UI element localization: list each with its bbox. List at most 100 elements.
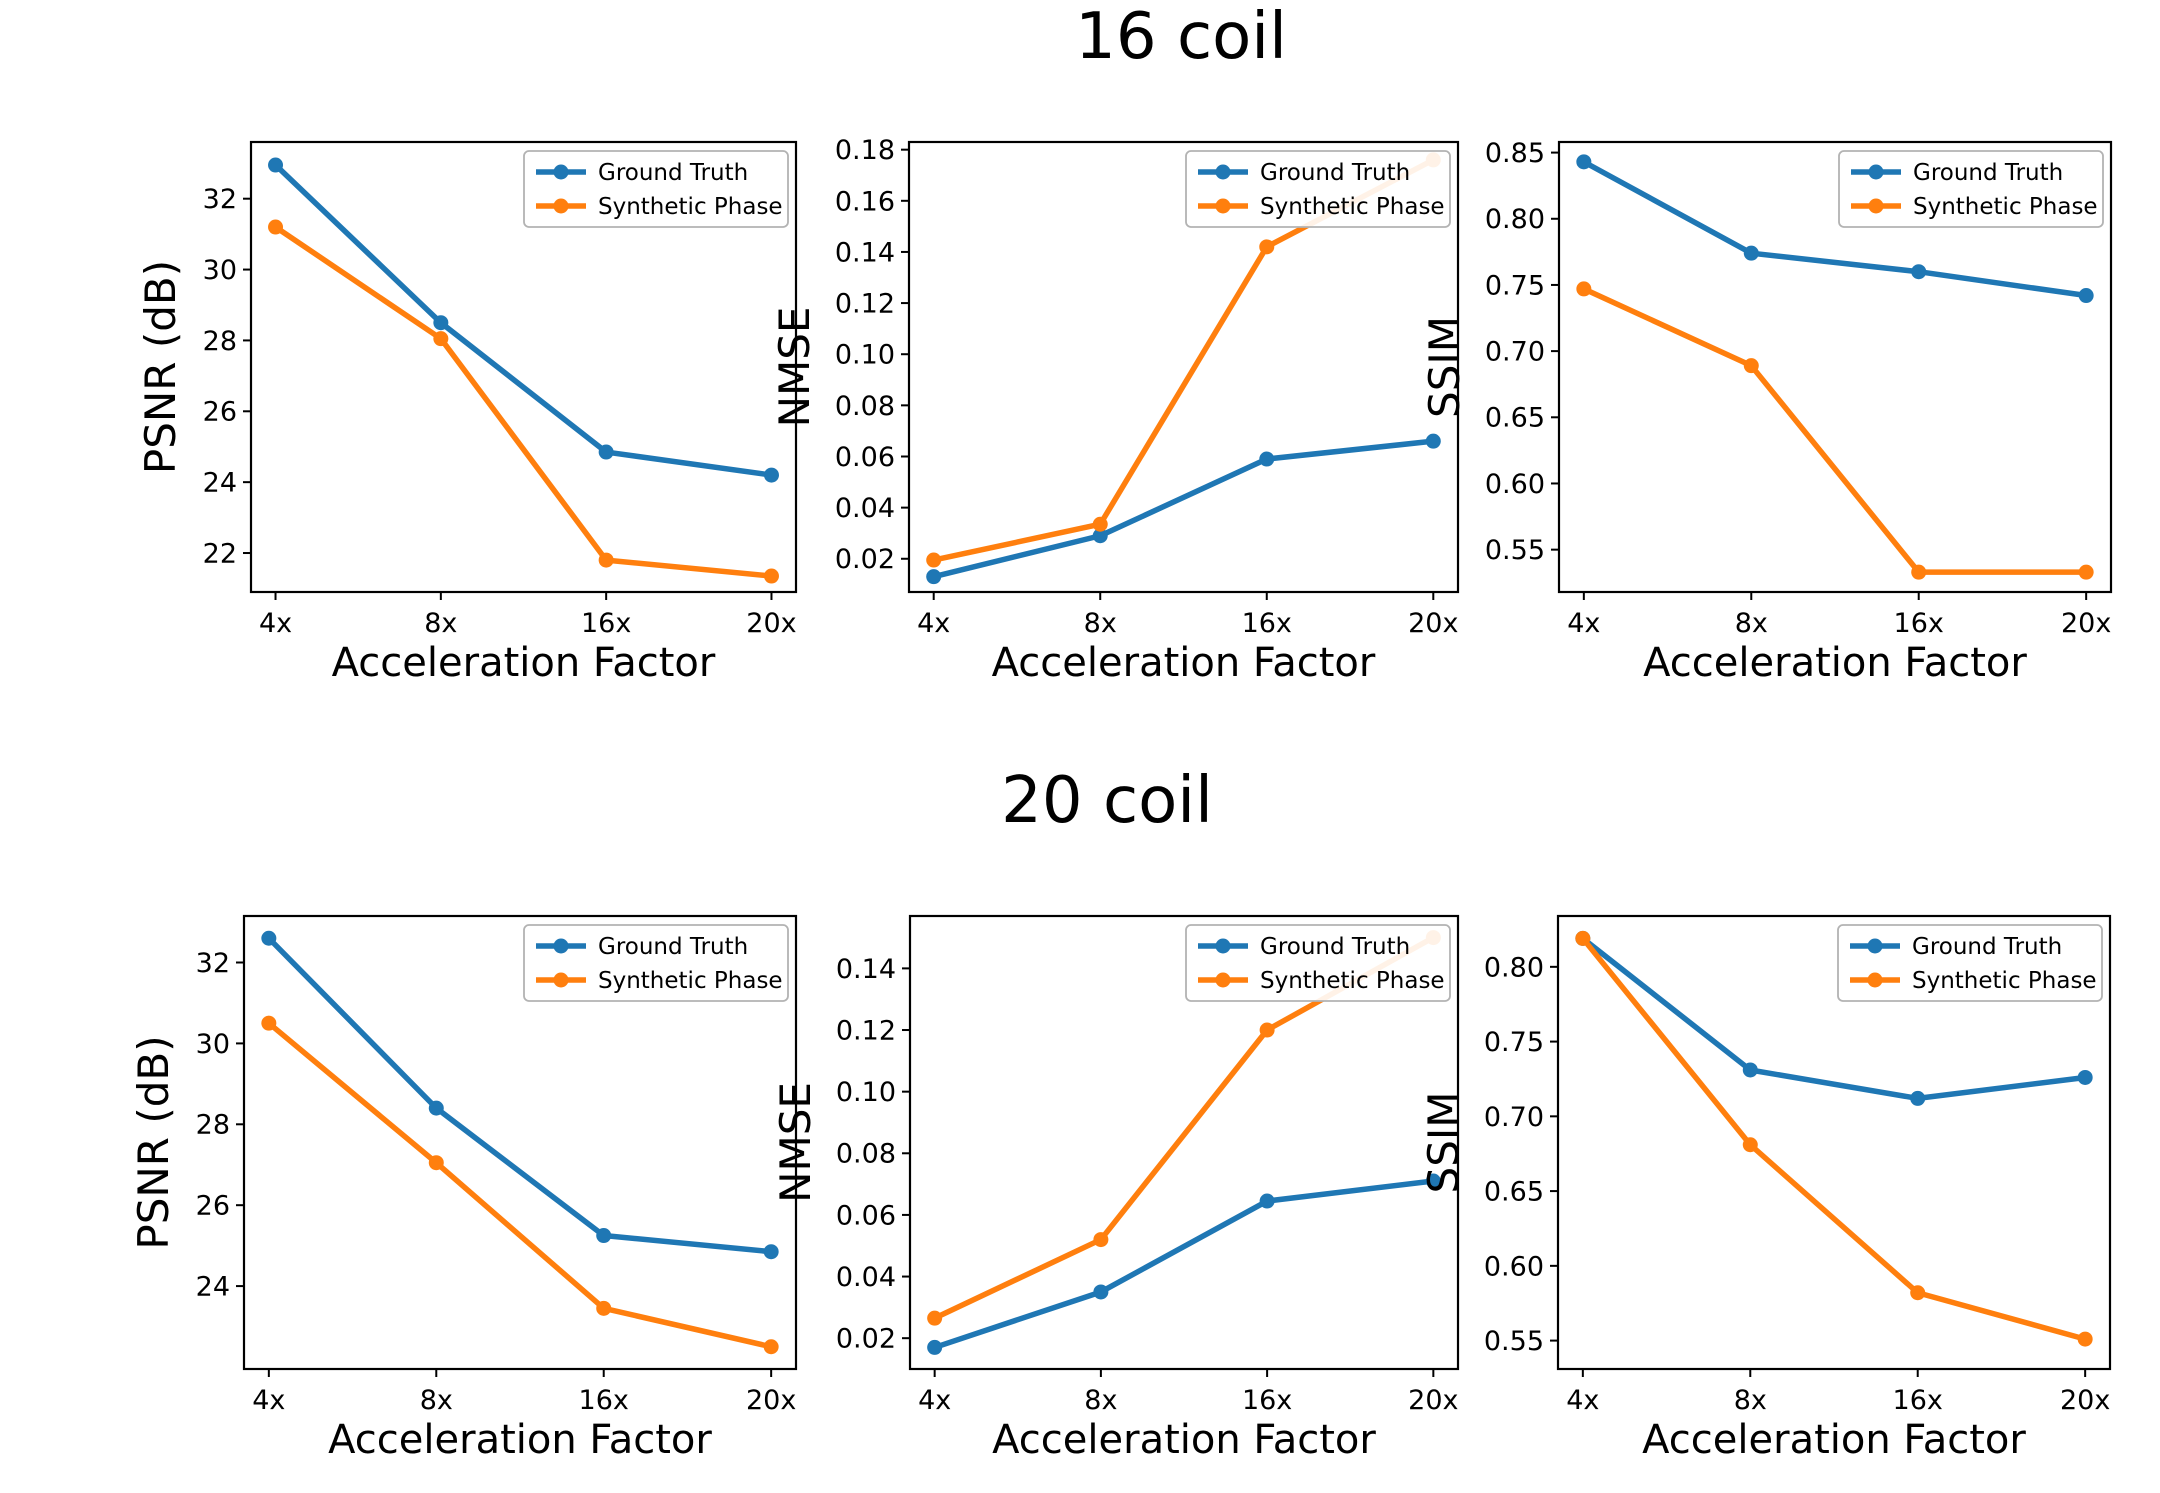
data-point <box>1259 451 1275 467</box>
chart-psnr-20coil: 24 26 28 30 32 4x 8x 16x 20x PSNR (dB) Acceleratio… <box>104 906 810 1493</box>
x-tick-label: 20x <box>2060 1385 2110 1416</box>
legend-label: Ground Truth <box>598 160 748 186</box>
y-tick-label: 0.70 <box>1485 337 1545 368</box>
plot-frame <box>1556 914 2112 1371</box>
x-tick-label: 20x <box>2061 608 2111 639</box>
x-tick-label: 4x <box>918 1385 951 1416</box>
y-axis-psnr-20coil: 24 26 28 30 32 <box>196 948 244 1303</box>
legend: Ground Truth Synthetic Phase <box>523 924 789 1002</box>
x-axis-label: Acceleration Factor <box>992 1417 1376 1463</box>
plot-frame <box>908 914 1460 1371</box>
y-tick-label: 24 <box>196 1272 230 1303</box>
series-ground-truth <box>261 930 779 1260</box>
x-axis-psnr-16coil: 4x 8x 16x 20x <box>259 592 797 639</box>
y-tick-label: 0.70 <box>1484 1102 1544 1133</box>
data-point <box>1425 433 1441 449</box>
data-point <box>1911 264 1927 280</box>
y-tick-label: 0.12 <box>835 289 895 320</box>
y-tick-label: 0.55 <box>1485 535 1545 566</box>
y-axis-ssim-20coil: 0.55 0.60 0.65 0.70 0.75 0.80 <box>1484 952 1558 1357</box>
y-tick-label: 0.80 <box>1485 204 1545 235</box>
y-tick-label: 0.10 <box>836 1077 896 1108</box>
series-ground-truth <box>927 1173 1441 1355</box>
x-axis-nmse-20coil: 4x 8x 16x 20x <box>918 1369 1459 1416</box>
legend-label: Synthetic Phase <box>1913 194 2098 220</box>
x-tick-label: 16x <box>1894 608 1944 639</box>
y-axis-nmse-20coil: 0.02 0.04 0.06 0.08 0.10 0.12 0.14 <box>836 954 910 1355</box>
plot-frame <box>249 140 798 594</box>
y-tick-label: 22 <box>203 538 237 569</box>
x-tick-label: 16x <box>581 608 631 639</box>
y-tick-label: 26 <box>203 397 237 428</box>
legend: Ground Truth Synthetic Phase <box>1837 924 2103 1002</box>
data-point <box>598 444 614 460</box>
data-point <box>1575 930 1591 946</box>
chart-psnr-16coil: 22 24 26 28 30 32 4x 8x 16x 20x PSNR (dB) Accelerat… <box>111 132 810 716</box>
series-synthetic-phase <box>261 1015 779 1355</box>
data-point <box>596 1300 612 1316</box>
data-point <box>268 157 284 173</box>
data-point <box>1742 1062 1758 1078</box>
y-tick-label: 28 <box>203 326 237 357</box>
y-tick-label: 0.60 <box>1485 469 1545 500</box>
data-point <box>1910 1090 1926 1106</box>
data-point <box>1093 1284 1109 1300</box>
data-point <box>927 1310 943 1326</box>
data-point <box>1092 528 1108 544</box>
y-tick-label: 0.12 <box>836 1015 896 1046</box>
y-axis-ssim-16coil: 0.55 0.60 0.65 0.70 0.75 0.80 0.85 <box>1485 138 1559 566</box>
data-point <box>2078 288 2094 304</box>
data-point <box>763 568 779 584</box>
chart-ssim-16coil: 0.55 0.60 0.65 0.70 0.75 0.80 0.85 4x 8x 16x 20x SS… <box>1419 132 2125 716</box>
data-point <box>428 1155 444 1171</box>
x-tick-label: 16x <box>1893 1385 1943 1416</box>
y-tick-label: 0.06 <box>835 442 895 473</box>
section-title-20coil: 20 coil <box>1001 764 1213 838</box>
y-tick-label: 0.06 <box>836 1200 896 1231</box>
x-axis-ssim-20coil: 4x 8x 16x 20x <box>1566 1369 2110 1416</box>
data-point <box>2078 564 2094 580</box>
legend: Ground Truth Synthetic Phase <box>1838 150 2104 228</box>
data-point <box>1425 1173 1441 1189</box>
chart-svg-nmse-20coil: 0.02 0.04 0.06 0.08 0.10 0.12 0.14 4x 8x 16x 20x NM… <box>771 914 1460 1463</box>
y-tick-label: 0.65 <box>1484 1177 1544 1208</box>
chart-svg-nmse-16coil: 0.02 0.04 0.06 0.08 0.10 0.12 0.14 0.16 0.18 4x 8x… <box>770 135 1460 686</box>
data-point <box>1259 1022 1275 1038</box>
y-tick-label: 0.14 <box>835 237 895 268</box>
data-point <box>433 315 449 331</box>
y-tick-label: 32 <box>203 184 237 215</box>
legend-label: Ground Truth <box>1260 160 1410 186</box>
y-tick-label: 0.80 <box>1484 952 1544 983</box>
y-tick-label: 30 <box>196 1029 230 1060</box>
data-point <box>1576 154 1592 170</box>
legend-label: Ground Truth <box>1260 934 1410 960</box>
y-tick-label: 0.02 <box>836 1324 896 1355</box>
section-title-16coil: 16 coil <box>1075 0 1287 74</box>
chart-svg-ssim-16coil: 0.55 0.60 0.65 0.70 0.75 0.80 0.85 4x 8x 16x 20x SS… <box>1420 138 2113 686</box>
y-tick-label: 0.60 <box>1484 1251 1544 1282</box>
data-point <box>1742 1137 1758 1153</box>
y-tick-label: 0.75 <box>1485 270 1545 301</box>
x-tick-label: 8x <box>1084 608 1117 639</box>
legend: Ground Truth Synthetic Phase <box>1185 150 1451 228</box>
x-tick-label: 8x <box>1735 608 1768 639</box>
chart-svg-psnr-20coil: 24 26 28 30 32 4x 8x 16x 20x PSNR (dB) Acceleratio… <box>129 914 798 1463</box>
series-ground-truth <box>268 157 779 483</box>
y-axis-label: PSNR (dB) <box>136 260 185 474</box>
data-point <box>763 467 779 483</box>
data-point <box>1576 281 1592 297</box>
plot-frame <box>907 140 1460 594</box>
y-axis-label: NMSE <box>771 1082 820 1203</box>
legend-label: Ground Truth <box>1913 160 2063 186</box>
legend-label: Synthetic Phase <box>1260 194 1445 220</box>
x-tick-label: 8x <box>1734 1385 1767 1416</box>
y-axis-label: PSNR (dB) <box>129 1035 178 1249</box>
y-tick-label: 0.14 <box>836 954 896 985</box>
chart-nmse-20coil: 0.02 0.04 0.06 0.08 0.10 0.12 0.14 4x 8x 16x 20x NM… <box>770 906 1472 1493</box>
x-axis-label: Acceleration Factor <box>1643 640 2027 686</box>
y-axis-label: SSIM <box>1419 1092 1468 1194</box>
chart-svg-psnr-16coil: 22 24 26 28 30 32 4x 8x 16x 20x PSNR (dB) Accelerat… <box>136 140 798 686</box>
x-tick-label: 8x <box>420 1385 453 1416</box>
chart-svg-ssim-20coil: 0.55 0.60 0.65 0.70 0.75 0.80 4x 8x 16x 20x SSIM Ac… <box>1419 914 2112 1463</box>
data-point <box>1911 564 1927 580</box>
